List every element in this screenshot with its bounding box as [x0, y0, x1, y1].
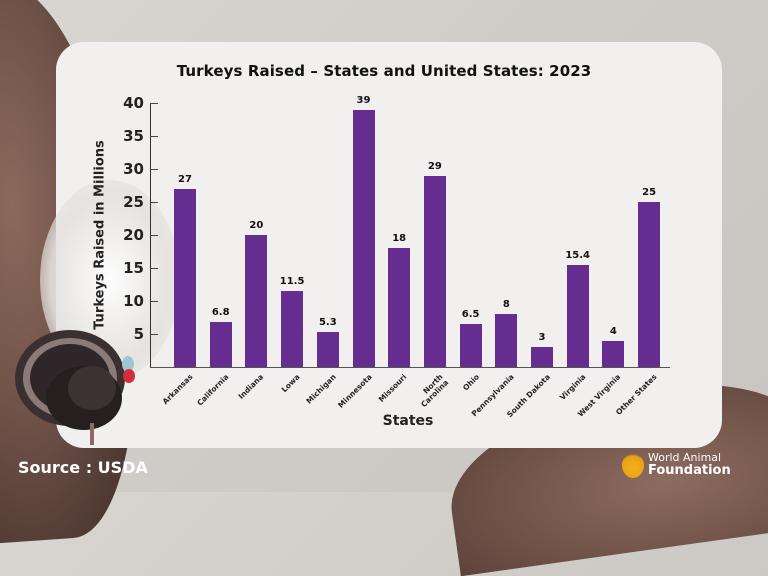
y-tick — [150, 235, 158, 236]
bar-value-label: 15.4 — [565, 250, 591, 262]
x-axis-label: States — [382, 413, 434, 429]
logo-icon — [622, 452, 644, 478]
bar — [245, 235, 268, 367]
y-tick-label: 5 — [133, 325, 144, 343]
bar — [495, 314, 518, 367]
bar-value-label: 6.8 — [211, 307, 230, 319]
y-tick — [150, 202, 158, 203]
y-tick — [150, 301, 158, 302]
turkey-illustration — [15, 330, 135, 445]
y-tick-label: 30 — [123, 160, 144, 178]
y-tick-label: 25 — [123, 193, 144, 211]
logo-line2: Foundation — [648, 462, 731, 478]
logo-line1: World Animal — [648, 451, 722, 465]
bar-value-label: 3 — [538, 332, 546, 344]
bar-value-label: 11.5 — [279, 276, 305, 288]
bar-value-label: 20 — [249, 220, 264, 231]
y-tick-label: 10 — [123, 292, 144, 310]
bar — [638, 202, 661, 367]
y-axis-label: Turkeys Raised in Millions — [92, 140, 108, 330]
bar-value-label: 5.3 — [318, 317, 337, 329]
bar-value-label: 39 — [356, 94, 371, 106]
y-tick-label: 20 — [123, 226, 144, 244]
bar — [388, 248, 411, 367]
bar — [174, 188, 196, 367]
y-tick-label: 15 — [123, 259, 144, 277]
bar — [423, 175, 446, 367]
x-axis — [150, 367, 670, 368]
bar-value-label: 4 — [609, 325, 617, 337]
bar-value-label: 8 — [502, 299, 510, 311]
y-tick-label: 35 — [123, 127, 144, 145]
y-tick — [150, 103, 158, 104]
bar — [566, 265, 589, 367]
bar-value-label: 18 — [392, 233, 407, 245]
bar — [459, 324, 482, 367]
y-tick — [150, 169, 158, 170]
bar-value-label: 25 — [642, 187, 657, 198]
bar — [352, 109, 375, 367]
bar — [316, 332, 339, 367]
source-label: Source : USDA — [18, 458, 148, 477]
bar-value-label: 29 — [427, 160, 442, 172]
y-tick-label: 40 — [123, 94, 144, 112]
y-tick — [150, 268, 158, 269]
brand-logo: World Animal Foundation — [622, 452, 731, 478]
bar-value-label: 27 — [178, 173, 192, 185]
bar — [281, 291, 304, 367]
y-tick — [150, 334, 158, 335]
chart-title: Turkeys Raised – States and United State… — [176, 62, 592, 80]
bar — [602, 340, 625, 367]
bar — [209, 322, 232, 367]
y-tick — [150, 136, 158, 137]
bar — [531, 347, 553, 367]
bar-value-label: 6.5 — [461, 309, 480, 321]
